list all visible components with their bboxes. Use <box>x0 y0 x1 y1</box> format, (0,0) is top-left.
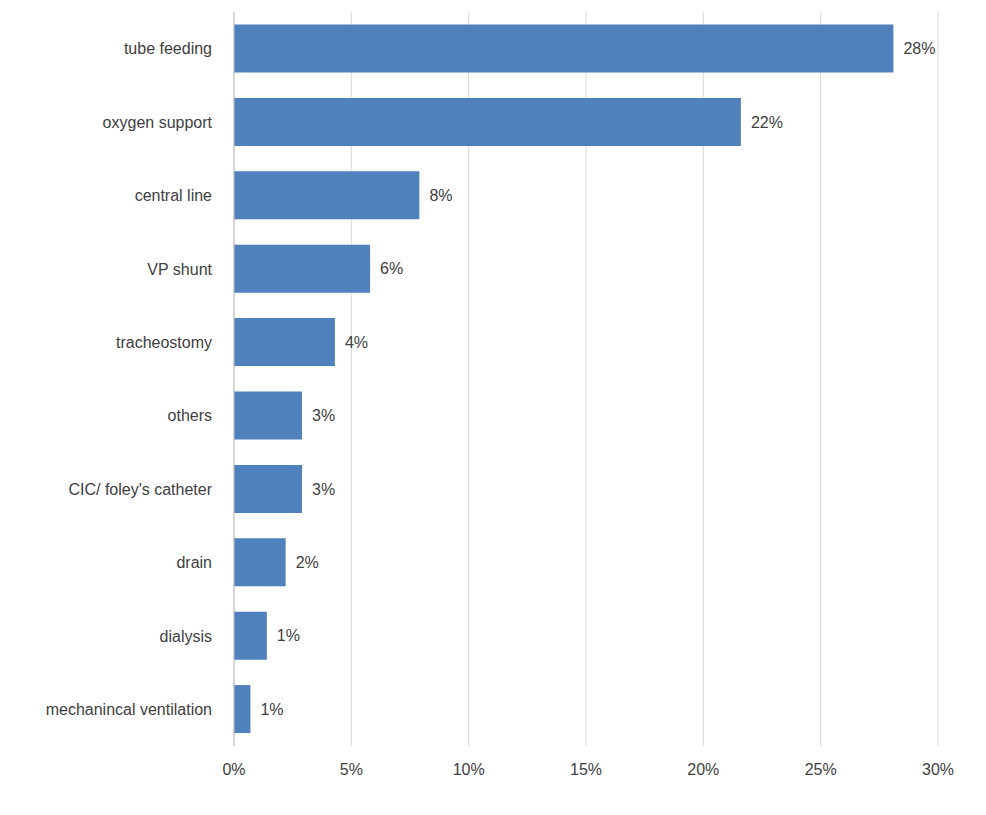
svg-text:mechanincal ventilation: mechanincal ventilation <box>46 701 212 718</box>
svg-text:22%: 22% <box>751 114 783 131</box>
svg-text:drain: drain <box>176 554 212 571</box>
svg-text:2%: 2% <box>296 554 319 571</box>
svg-text:15%: 15% <box>570 761 602 778</box>
svg-text:tube feeding: tube feeding <box>124 40 212 57</box>
svg-text:10%: 10% <box>453 761 485 778</box>
svg-text:1%: 1% <box>260 701 283 718</box>
svg-text:others: others <box>168 407 212 424</box>
svg-text:30%: 30% <box>922 761 954 778</box>
svg-text:0%: 0% <box>222 761 245 778</box>
svg-text:oxygen support: oxygen support <box>103 114 213 131</box>
svg-text:3%: 3% <box>312 481 335 498</box>
svg-text:dialysis: dialysis <box>160 628 212 645</box>
svg-text:3%: 3% <box>312 407 335 424</box>
svg-text:tracheostomy: tracheostomy <box>116 334 212 351</box>
svg-text:8%: 8% <box>429 187 452 204</box>
svg-text:central line: central line <box>135 187 212 204</box>
svg-text:20%: 20% <box>687 761 719 778</box>
svg-text:5%: 5% <box>340 761 363 778</box>
svg-text:1%: 1% <box>277 627 300 644</box>
svg-text:VP shunt: VP shunt <box>147 261 212 278</box>
svg-text:4%: 4% <box>345 334 368 351</box>
svg-text:6%: 6% <box>380 260 403 277</box>
svg-text:28%: 28% <box>903 40 935 57</box>
svg-text:CIC/ foley's catheter: CIC/ foley's catheter <box>68 481 212 498</box>
svg-text:25%: 25% <box>805 761 837 778</box>
